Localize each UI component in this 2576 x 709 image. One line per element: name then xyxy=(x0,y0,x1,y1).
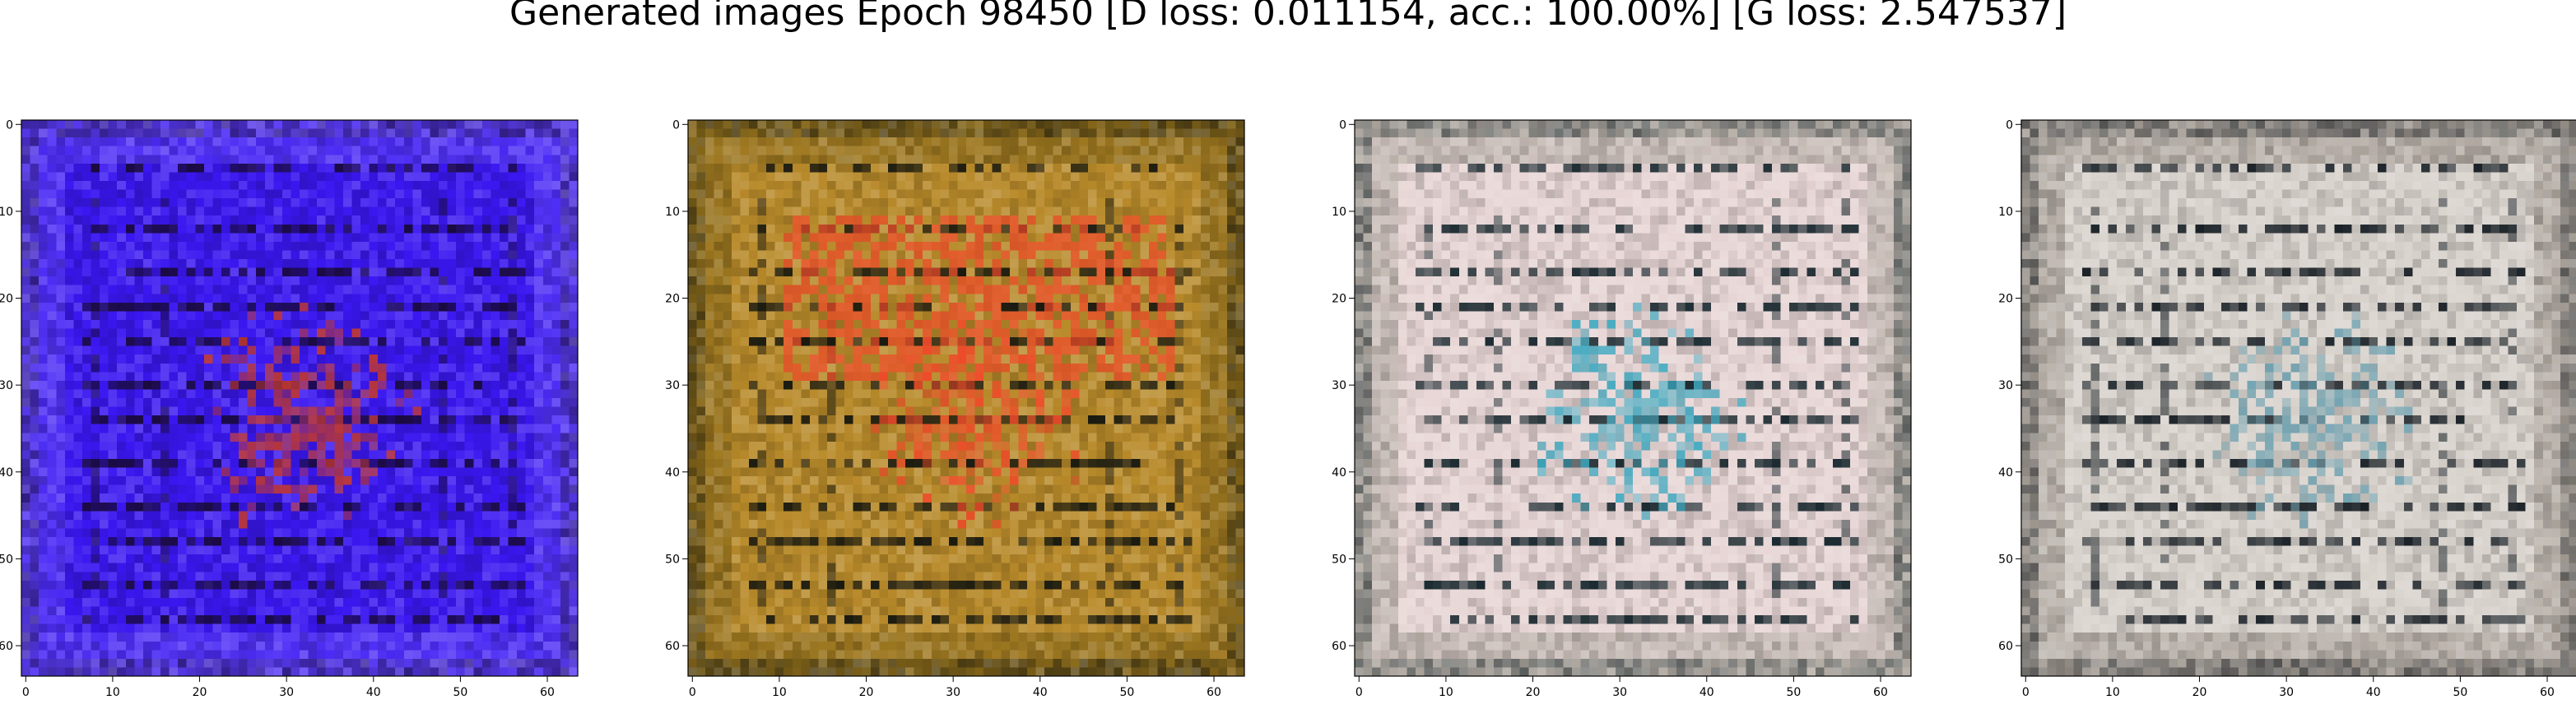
pixel-grid xyxy=(1355,120,1912,677)
x-tick-label: 60 xyxy=(2540,686,2555,699)
pixel-grid xyxy=(2021,120,2576,677)
x-tick-label: 50 xyxy=(453,686,467,699)
y-tick-label: 10 xyxy=(665,206,680,219)
x-tick-label: 30 xyxy=(2279,686,2294,699)
x-tick-label: 20 xyxy=(2192,686,2207,699)
x-tick-label: 0 xyxy=(1355,686,1363,699)
figure-title: Generated images Epoch 98450 [D loss: 0.… xyxy=(0,0,2576,46)
y-tick-label: 30 xyxy=(1998,379,2013,392)
y-tick-label: 30 xyxy=(665,379,680,392)
y-tick-label: 10 xyxy=(0,206,13,219)
y-tick-label: 50 xyxy=(1998,553,2013,566)
image-panel-4: 0 10 20 30 40 50 60 0 10 20 30 40 50 60 xyxy=(1988,112,2576,709)
y-tick-label: 50 xyxy=(1332,553,1346,566)
pixel-grid xyxy=(21,120,579,677)
y-tick-label: 40 xyxy=(0,466,13,480)
x-tick-label: 50 xyxy=(2453,686,2467,699)
x-tick-label: 10 xyxy=(2105,686,2120,699)
image-panel-2: 0 10 20 30 40 50 60 0 10 20 30 40 50 60 xyxy=(655,112,1261,709)
y-tick-label: 60 xyxy=(0,640,13,653)
y-tick-label: 20 xyxy=(1332,293,1346,306)
x-tick-label: 60 xyxy=(540,686,555,699)
y-tick-label: 40 xyxy=(665,466,680,480)
y-tick-label: 0 xyxy=(1339,118,1346,132)
x-tick-label: 40 xyxy=(2366,686,2381,699)
pixel-grid xyxy=(688,120,1245,677)
y-tick-label: 40 xyxy=(1998,466,2013,480)
x-tick-label: 50 xyxy=(1786,686,1801,699)
x-tick-label: 0 xyxy=(689,686,696,699)
x-tick-label: 50 xyxy=(1119,686,1134,699)
y-tick-label: 30 xyxy=(0,379,13,392)
image-panel-3: 0 10 20 30 40 50 60 0 10 20 30 40 50 60 xyxy=(1322,112,1927,709)
y-tick-label: 30 xyxy=(1332,379,1346,392)
y-tick-label: 50 xyxy=(0,553,13,566)
x-tick-label: 60 xyxy=(1873,686,1888,699)
x-tick-label: 40 xyxy=(1700,686,1714,699)
x-tick-label: 0 xyxy=(22,686,30,699)
x-tick-label: 30 xyxy=(946,686,960,699)
y-tick-label: 0 xyxy=(2006,118,2013,132)
x-tick-label: 60 xyxy=(1207,686,1221,699)
x-tick-label: 20 xyxy=(859,686,874,699)
x-tick-label: 10 xyxy=(772,686,787,699)
x-tick-label: 40 xyxy=(1033,686,1048,699)
y-tick-label: 50 xyxy=(665,553,680,566)
y-tick-label: 0 xyxy=(6,118,13,132)
y-tick-label: 60 xyxy=(1998,640,2013,653)
y-tick-label: 20 xyxy=(0,293,13,306)
x-tick-label: 30 xyxy=(279,686,294,699)
x-tick-label: 0 xyxy=(2022,686,2030,699)
y-tick-label: 10 xyxy=(1332,206,1346,219)
y-tick-label: 20 xyxy=(1998,293,2013,306)
x-tick-label: 40 xyxy=(366,686,381,699)
x-tick-label: 10 xyxy=(1439,686,1453,699)
x-tick-label: 10 xyxy=(105,686,120,699)
y-tick-label: 40 xyxy=(1332,466,1346,480)
x-tick-label: 20 xyxy=(193,686,207,699)
x-tick-label: 20 xyxy=(1526,686,1541,699)
y-tick-label: 60 xyxy=(665,640,680,653)
y-tick-label: 10 xyxy=(1998,206,2013,219)
y-tick-label: 20 xyxy=(665,293,680,306)
image-panel-1: 0 10 20 30 40 50 60 0 10 20 30 40 50 60 xyxy=(0,112,594,709)
y-tick-label: 0 xyxy=(672,118,680,132)
y-tick-label: 60 xyxy=(1332,640,1346,653)
x-tick-label: 30 xyxy=(1612,686,1627,699)
